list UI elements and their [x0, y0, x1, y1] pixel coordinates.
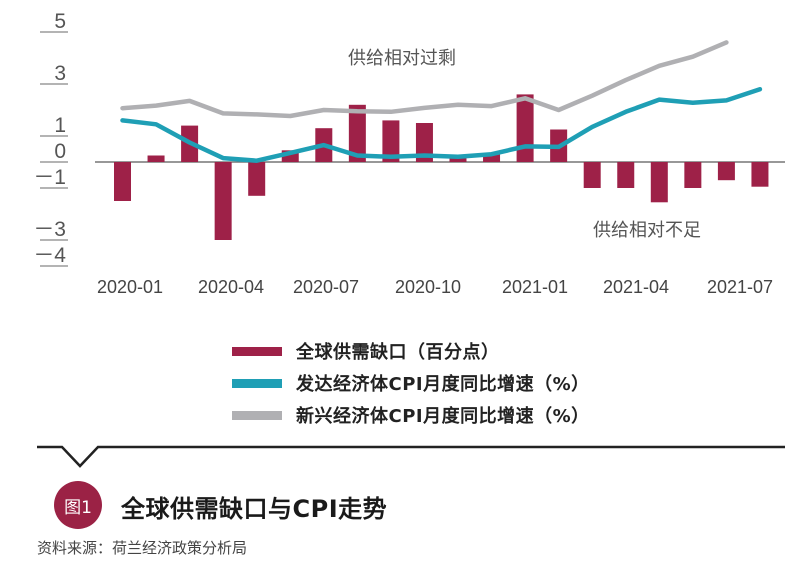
x-tick-label: 2020-04: [198, 277, 264, 297]
x-tick-label: 2020-10: [395, 277, 461, 297]
legend-swatch-emerging-cpi: [232, 410, 282, 420]
bar-2021-05: [650, 162, 668, 203]
legend-item-emerging-cpi: 新兴经济体CPI月度同比增速（%）: [232, 399, 590, 431]
bar-2020-08: [348, 104, 366, 162]
x-tick-label: 2021-01: [502, 277, 568, 297]
bar-2021-06: [684, 162, 702, 188]
bar-2020-10: [415, 123, 433, 162]
x-tick-label: 2020-01: [97, 277, 163, 297]
chart-title: 全球供需缺口与CPI走势: [121, 495, 388, 523]
legend-swatch-gap: [232, 346, 282, 356]
divider-notch-line: [37, 445, 785, 468]
x-axis: 2020-01 2020-04 2020-07 2020-10 2021-01 2021-…: [97, 277, 773, 297]
y-tick-label: 5: [54, 10, 66, 33]
section-divider: [37, 445, 785, 468]
bar-2020-11: [449, 158, 467, 162]
bar-2020-09: [382, 120, 400, 162]
bar-2020-06: [281, 150, 299, 162]
bar-2021-07: [717, 162, 735, 181]
y-tick-label: 3: [54, 62, 66, 85]
line-developed-cpi: [120, 86, 763, 163]
x-tick-label: 2021-04: [603, 277, 669, 297]
annotation-undersupply: 供给相对不足: [593, 220, 701, 241]
figure-number-badge: 图1: [54, 481, 102, 529]
bar-2021-01: [516, 94, 534, 162]
legend-swatch-developed-cpi: [232, 378, 282, 388]
y-tick-label: 0: [54, 140, 66, 163]
bar-2020-04: [214, 162, 232, 240]
x-tick-label: 2020-07: [293, 277, 359, 297]
bar-2020-02: [147, 155, 165, 162]
y-tick-label: 1: [54, 114, 66, 137]
x-tick-label: 2021-07: [707, 277, 773, 297]
bar-2020-05: [248, 162, 266, 196]
y-tick-label: －3: [33, 218, 66, 241]
bar-2021-08: [751, 162, 769, 187]
bar-2021-03: [583, 162, 601, 188]
y-axis: 5 3 1 0 －1 －3 －4: [33, 10, 68, 267]
y-tick-label: －1: [33, 166, 66, 189]
legend: 全球供需缺口（百分点） 发达经济体CPI月度同比增速（%） 新兴经济体CPI月度…: [232, 335, 590, 431]
legend-label-gap: 全球供需缺口（百分点）: [296, 342, 500, 363]
legend-item-gap: 全球供需缺口（百分点）: [232, 335, 590, 367]
y-tick-label: －4: [33, 244, 66, 267]
source-note: 资料来源：荷兰经济政策分析局: [37, 539, 248, 557]
bar-2021-04: [617, 162, 635, 188]
line-series: [120, 40, 763, 163]
bar-series-supply-demand-gap: [114, 94, 769, 240]
legend-label-emerging-cpi: 新兴经济体CPI月度同比增速（%）: [296, 406, 590, 427]
bar-2020-01: [114, 162, 131, 201]
legend-item-developed-cpi: 发达经济体CPI月度同比增速（%）: [232, 367, 590, 399]
annotation-oversupply: 供给相对过剩: [348, 48, 456, 69]
bar-2020-12: [483, 154, 501, 162]
legend-label-developed-cpi: 发达经济体CPI月度同比增速（%）: [296, 374, 590, 395]
